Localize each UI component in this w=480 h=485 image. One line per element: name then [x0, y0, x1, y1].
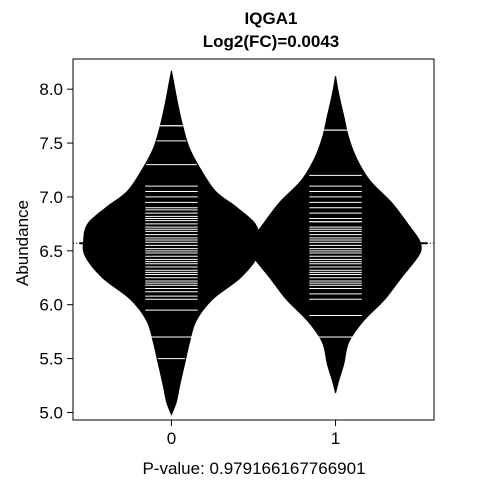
y-tick-label: 6.5 — [39, 242, 63, 261]
plot-area: 5.0 5.5 6.0 6.5 7.0 7.5 8.0 0 1 — [39, 58, 435, 448]
chart-title: IQGA1 — [245, 9, 298, 28]
x-tick-label: 1 — [331, 429, 340, 448]
y-tick-label: 5.5 — [39, 350, 63, 369]
y-tick-label: 6.0 — [39, 296, 63, 315]
y-tick-label: 7.5 — [39, 134, 63, 153]
y-tick-label: 8.0 — [39, 80, 63, 99]
y-tick-label: 7.0 — [39, 188, 63, 207]
y-axis-label: Abundance — [13, 200, 32, 286]
chart-subtitle: Log2(FC)=0.0043 — [203, 32, 340, 51]
x-axis-label: P-value: 0.979166167766901 — [142, 459, 365, 478]
plot-frame — [72, 58, 435, 421]
x-tick-label: 0 — [167, 429, 176, 448]
y-tick-label: 5.0 — [39, 403, 63, 422]
